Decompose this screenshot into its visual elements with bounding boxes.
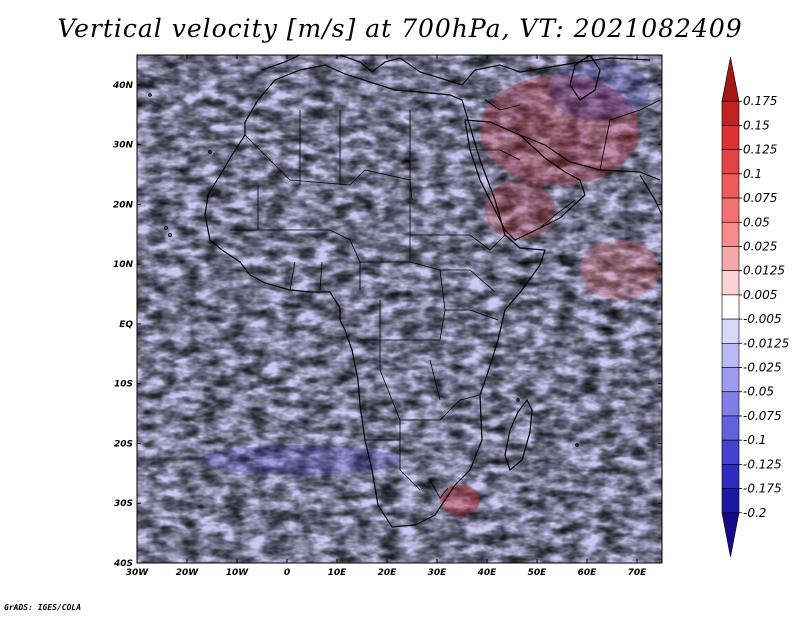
colorbar-label: -0.075 [743, 409, 782, 423]
colorbar-label: -0.025 [743, 361, 782, 375]
lat-tick-label: 30N [113, 141, 134, 151]
vertical-velocity-field [137, 55, 662, 563]
map-axes: 30W 20W 10W 0 10E 20E 30E 40E 50E 60E 70E 40N 30N 20N… [112, 55, 662, 578]
colorbar-label: 0.15 [743, 118, 770, 132]
colorbar-label: 0.005 [743, 288, 777, 302]
colorbar: 0.175 0.15 0.125 0.1 0.075 0.05 0.025 0.0125 0.0… [721, 56, 789, 558]
lon-tick-label: 30E [428, 568, 448, 578]
coastlines [148, 55, 662, 528]
colorbar-label: 0.125 [743, 143, 777, 157]
lat-tick-label: EQ [119, 320, 133, 330]
lon-tick-label: 20E [378, 568, 398, 578]
colorbar-box [721, 197, 740, 223]
colorbar-label: 0.0125 [743, 264, 785, 278]
lon-tick-label: 10E [328, 568, 348, 578]
colorbar-box [721, 391, 740, 417]
colorbar-label: 0.025 [743, 239, 777, 253]
lon-tick-label: 60E [578, 568, 598, 578]
colorbar-label: -0.05 [743, 385, 774, 399]
colorbar-label: -0.175 [743, 482, 782, 496]
lon-tick-label: 20W [176, 568, 200, 578]
colorbar-box [721, 367, 740, 393]
lat-tick-label: 40S [113, 559, 133, 569]
colorbar-box [721, 100, 740, 126]
colorbar-box [721, 439, 740, 465]
grads-credit: GrADS: IGES/COLA [4, 603, 82, 612]
lon-tick-label: 40E [477, 568, 498, 578]
colorbar-box [721, 343, 740, 368]
colorbar-label: -0.125 [743, 457, 782, 471]
colorbar-label: 0.075 [743, 191, 777, 205]
lon-tick-label: 70E [628, 568, 648, 578]
colorbar-label: 0.175 [743, 94, 777, 108]
colorbar-bottom-arrow [721, 512, 740, 558]
lon-tick-label: 10W [226, 568, 250, 578]
colorbar-box [721, 464, 740, 489]
colorbar-label: -0.0125 [743, 336, 789, 350]
colorbar-label: 0.1 [743, 167, 762, 181]
colorbar-box [721, 294, 740, 320]
lon-tick-label: 30W [126, 568, 150, 578]
lat-tick-label: 10N [113, 260, 134, 270]
colorbar-box [721, 318, 740, 344]
lon-tick-label: 50E [528, 568, 548, 578]
colorbar-label: -0.005 [743, 312, 782, 326]
colorbar-box [721, 149, 740, 175]
lat-tick-label: 10S [114, 380, 133, 390]
colorbar-label: -0.2 [743, 506, 766, 520]
lat-tick-label: 20S [114, 439, 133, 449]
colorbar-box [721, 125, 740, 150]
colorbar-box [721, 415, 740, 441]
lat-tick-label: 30S [114, 499, 133, 509]
lat-tick-label: 20N [113, 200, 134, 210]
map-frame [136, 54, 663, 564]
chart-title: Vertical velocity [m/s] at 700hPa, VT: 2… [57, 14, 743, 43]
colorbar-box [721, 246, 740, 271]
colorbar-box [721, 173, 740, 199]
colorbar-label: -0.1 [743, 433, 766, 447]
colorbar-label: 0.05 [743, 215, 770, 229]
colorbar-top-arrow [721, 56, 740, 102]
colorbar-box [721, 488, 740, 514]
lat-tick-label: 40N [112, 81, 134, 91]
lon-tick-label: 0 [284, 568, 290, 578]
colorbar-box [721, 221, 740, 247]
country-borders [230, 99, 661, 499]
colorbar-box [721, 270, 740, 296]
